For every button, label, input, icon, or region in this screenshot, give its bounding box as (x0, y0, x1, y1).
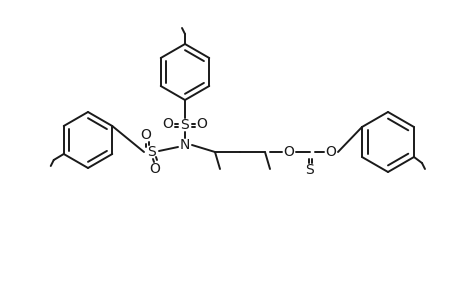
Text: O: O (162, 117, 173, 131)
Text: O: O (140, 128, 151, 142)
Text: N: N (179, 138, 190, 152)
Text: O: O (283, 145, 294, 159)
Text: S: S (180, 118, 189, 132)
Text: O: O (325, 145, 336, 159)
Text: S: S (305, 163, 313, 177)
Text: O: O (149, 162, 160, 176)
Text: O: O (196, 117, 207, 131)
Text: S: S (147, 145, 156, 159)
